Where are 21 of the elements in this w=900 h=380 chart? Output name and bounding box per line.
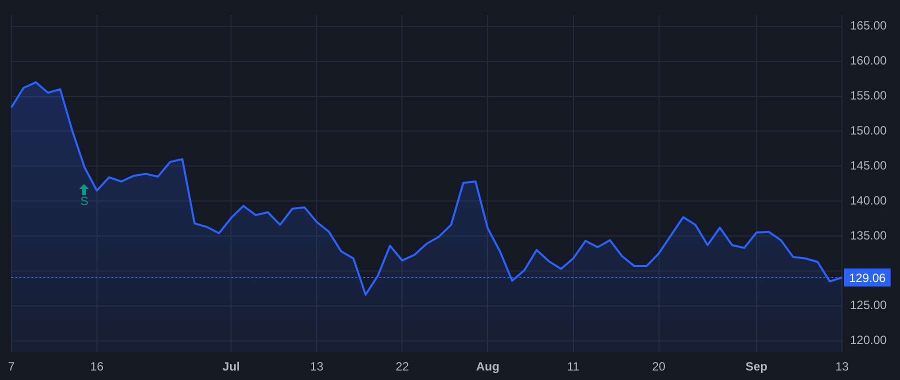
x-tick-label: 22 [396, 360, 410, 374]
y-tick-label: 145.00 [850, 158, 888, 172]
y-tick-label: 135.00 [850, 228, 888, 242]
x-tick-label: 7 [8, 360, 15, 374]
annotation: S [80, 194, 88, 208]
x-tick-label: Sep [745, 360, 768, 374]
y-tick-label: 120.00 [850, 333, 888, 348]
x-tick-label: 16 [90, 360, 104, 374]
y-tick-label: 125.00 [850, 298, 888, 312]
x-tick-label: 11 [567, 360, 580, 374]
x-tick-label: 13 [310, 360, 324, 374]
x-tick-label: Jul [222, 360, 240, 374]
y-tick-label: 155.00 [850, 88, 888, 103]
x-tick-label: Aug [476, 360, 500, 374]
y-tick-label: 165.00 [850, 18, 888, 33]
y-tick-label: 150.00 [850, 124, 888, 138]
x-tick-label: 13 [835, 360, 849, 374]
ref-line-label: 129.06 [849, 270, 886, 285]
x-tick-label: 20 [652, 360, 666, 374]
y-tick-label: 140.00 [850, 193, 888, 208]
y-tick-label: 160.00 [850, 54, 888, 68]
